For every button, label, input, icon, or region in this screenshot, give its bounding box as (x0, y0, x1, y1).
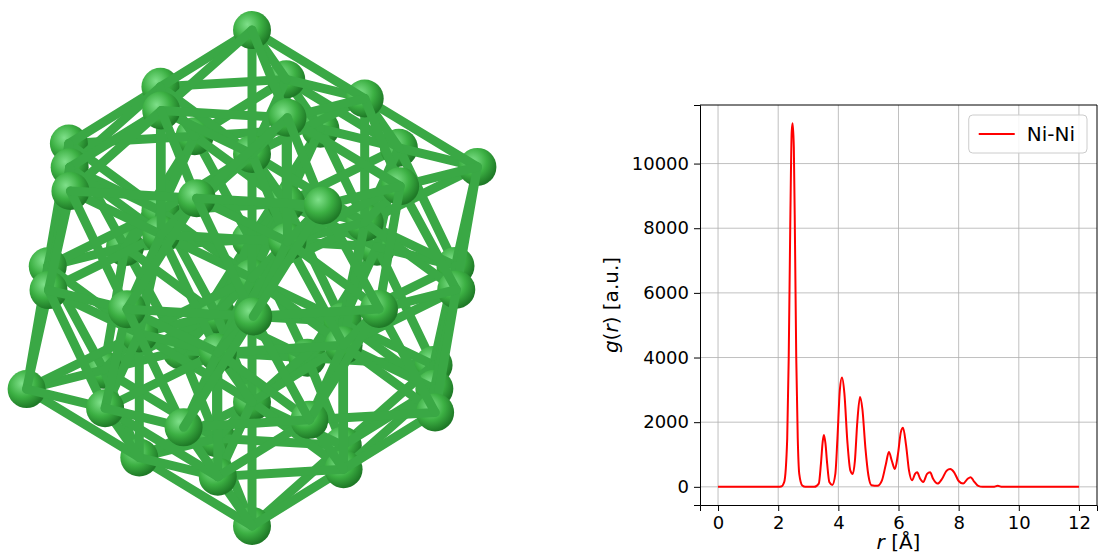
tick: 10 (1008, 505, 1031, 533)
legend-swatch (979, 133, 1015, 135)
cluster (8, 11, 497, 545)
grid-line (700, 357, 1097, 358)
tick-mark (694, 164, 700, 165)
tick: 4 (833, 505, 844, 533)
legend: Ni-Ni (969, 115, 1087, 153)
bond (127, 198, 197, 309)
tick-mark (959, 505, 960, 511)
grid-line (700, 228, 1097, 229)
tick-mark (694, 358, 700, 359)
bond (105, 408, 218, 476)
bond (70, 191, 127, 309)
tick-mark (718, 505, 719, 511)
tick-label: 2 (773, 512, 784, 533)
frame (1097, 105, 1098, 505)
tick-label: 8 (953, 512, 964, 533)
grid-line (1018, 105, 1019, 505)
tick-mark (778, 505, 779, 511)
tick-label: 6000 (643, 282, 689, 303)
tick-mark (899, 505, 900, 511)
bond (184, 316, 254, 427)
tick-mark (1019, 505, 1020, 511)
bond (253, 205, 323, 316)
x-axis: 0 2 4 6 8 10 12 (701, 505, 1098, 533)
tick: 0 (713, 505, 724, 533)
tick: 0 (678, 476, 700, 497)
tick-mark (1079, 505, 1080, 511)
atom (304, 186, 342, 224)
tick: 12 (1068, 505, 1091, 533)
axis-line (694, 106, 701, 506)
tick-mark (694, 228, 700, 229)
legend-label: Ni-Ni (1027, 122, 1075, 146)
tick: 8 (953, 505, 964, 533)
grid-line (958, 105, 959, 505)
tick: 2 (773, 505, 784, 533)
tick-label: 0 (713, 512, 724, 533)
tick-label: 10 (1008, 512, 1031, 533)
x-axis-title: r [Å] (877, 530, 921, 554)
tick-mark (694, 487, 700, 488)
grid (700, 105, 1097, 505)
y-axis-title: g(r) [a.u.] (599, 257, 623, 353)
grid-line (1078, 105, 1079, 505)
figure: 0 2 4 6 8 10 12 0 2000 4000 6000 8000 10000 r [Å] g(r)… (0, 0, 1108, 558)
tick-label: 10000 (632, 153, 689, 174)
y-axis: 0 2000 4000 6000 8000 10000 (632, 106, 701, 506)
tick: 2000 (643, 411, 700, 432)
tick-label: 2000 (643, 411, 689, 432)
tick-mark (694, 422, 700, 423)
axis-line (701, 506, 1098, 512)
tick: 8000 (643, 217, 700, 238)
grid-line (700, 163, 1097, 164)
bond (49, 290, 106, 408)
plot-area (718, 123, 1079, 487)
bond (197, 198, 254, 316)
legend-box (969, 115, 1087, 153)
tick-label: 0 (678, 476, 689, 497)
tick-label: 4000 (643, 347, 689, 368)
grid-line (700, 292, 1097, 293)
tick: 6 (893, 505, 904, 533)
line (718, 123, 1079, 487)
tick: 6000 (643, 282, 700, 303)
tick-label: 12 (1068, 512, 1091, 533)
bond (309, 309, 379, 420)
tick: 10000 (632, 153, 700, 174)
tick-label: 8000 (643, 217, 689, 238)
grid-line (718, 105, 719, 505)
tick-mark (694, 293, 700, 294)
frame (700, 105, 1097, 106)
bond (127, 309, 184, 427)
tick: 4000 (643, 347, 700, 368)
grid-line (778, 105, 779, 505)
grid-line (700, 422, 1097, 423)
tick-label: 4 (833, 512, 844, 533)
tick-mark (838, 505, 839, 511)
